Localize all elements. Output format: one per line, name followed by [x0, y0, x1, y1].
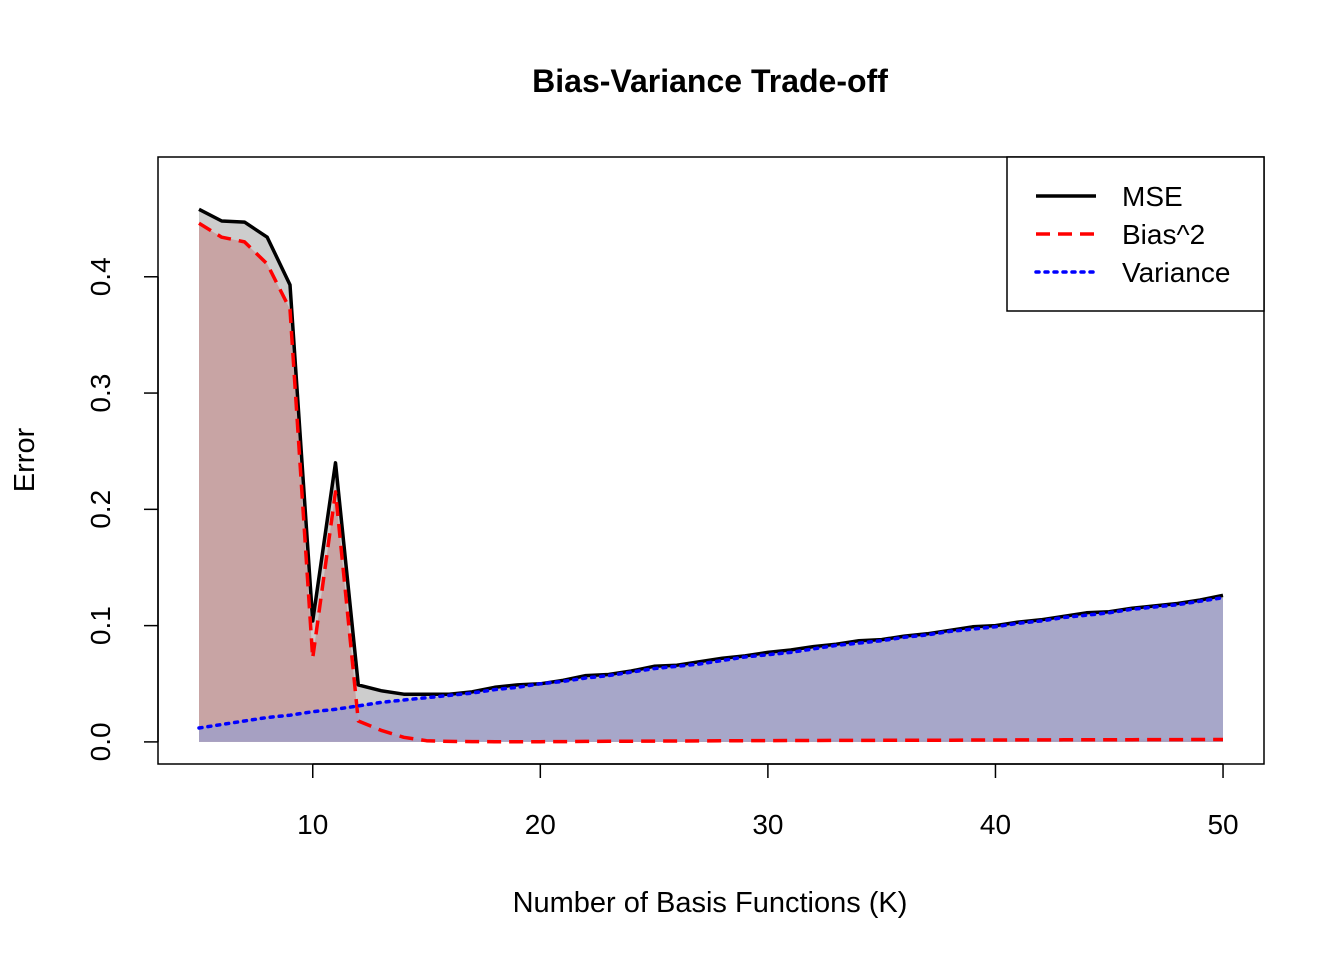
legend-label-mse: MSE — [1122, 181, 1183, 212]
line-variance — [197, 595, 1225, 730]
x-axis-label: Number of Basis Functions (K) — [513, 887, 908, 919]
x-tick-label: 30 — [752, 809, 783, 840]
series-lines — [197, 207, 1225, 744]
area-bias-2 — [199, 223, 1223, 742]
area-variance — [199, 597, 1223, 742]
x-tick-label: 50 — [1207, 809, 1238, 840]
area-fills — [199, 209, 1223, 742]
x-tick-label: 10 — [297, 809, 328, 840]
legend-label-variance: Variance — [1122, 257, 1230, 288]
y-axis-label: Error — [9, 427, 41, 492]
x-tick-label: 20 — [525, 809, 556, 840]
x-tick-label: 40 — [980, 809, 1011, 840]
chart-title: Bias-Variance Trade-off — [532, 63, 888, 99]
y-tick-label: 0.4 — [85, 257, 116, 296]
y-tick-label: 0.3 — [85, 374, 116, 413]
legend-label-bias-2: Bias^2 — [1122, 219, 1205, 250]
y-tick-label: 0.0 — [85, 722, 116, 761]
legend: MSE Bias^2 Variance — [1006, 156, 1265, 312]
line-mse — [198, 207, 1224, 696]
line-bias-2 — [198, 221, 1223, 744]
y-tick-label: 0.1 — [85, 606, 116, 645]
plot-frame — [157, 156, 1265, 765]
y-tick-label: 0.2 — [85, 490, 116, 529]
